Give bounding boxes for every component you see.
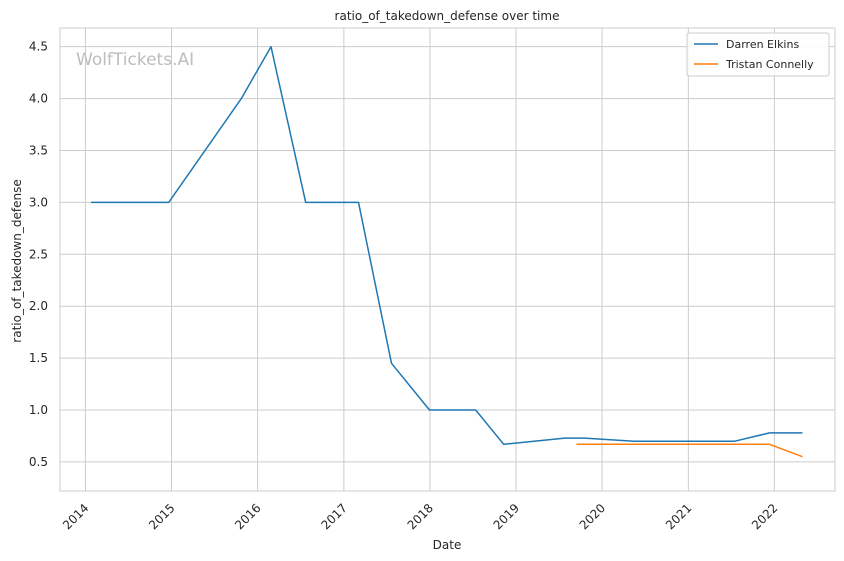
y-tick-label: 4.0 xyxy=(29,92,48,106)
y-tick-label: 1.5 xyxy=(29,351,48,365)
y-tick-label: 2.5 xyxy=(29,247,48,261)
y-tick-label: 1.0 xyxy=(29,403,48,417)
plot-frame xyxy=(59,27,836,492)
y-axis-ticks: 0.5 1.0 1.5 2.0 2.5 3.0 3.5 4.0 4.5 xyxy=(29,40,48,469)
x-axis-label: Date xyxy=(433,538,462,552)
y-tick-label: 4.5 xyxy=(29,40,48,54)
series-line-tristan-connelly xyxy=(576,443,803,458)
plot-area xyxy=(60,28,835,491)
legend: Darren Elkins Tristan Connelly xyxy=(686,32,830,77)
y-axis-label: ratio_of_takedown_defense xyxy=(10,179,24,342)
legend-label-tristan-connelly: Tristan Connelly xyxy=(725,58,814,71)
legend-box xyxy=(686,32,830,77)
watermark: WolfTickets.AI xyxy=(76,50,194,70)
y-tick-label: 3.5 xyxy=(29,143,48,157)
legend-label-darren-elkins: Darren Elkins xyxy=(726,38,799,51)
y-tick-label: 0.5 xyxy=(29,455,48,469)
chart-title: ratio_of_takedown_defense over time xyxy=(335,9,560,23)
y-tick-label: 2.0 xyxy=(29,299,48,313)
y-tick-label: 3.0 xyxy=(29,195,48,209)
series-layer xyxy=(91,45,803,458)
series-line-darren-elkins xyxy=(91,45,803,446)
